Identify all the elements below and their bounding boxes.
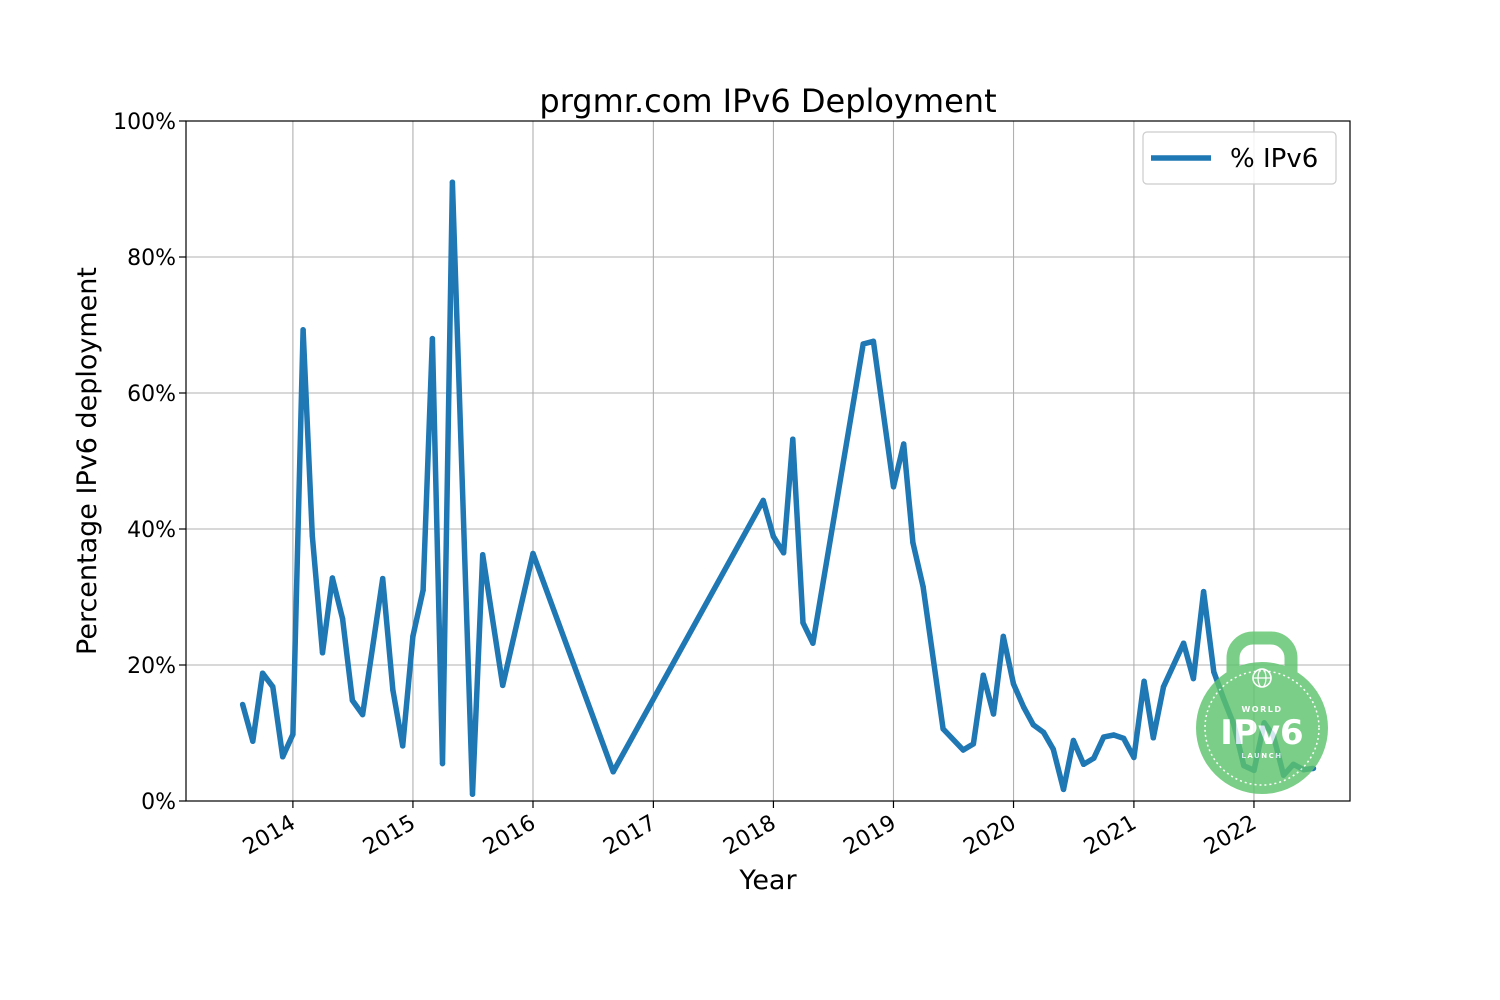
- data-point: [1021, 704, 1027, 710]
- data-point: [1040, 729, 1047, 735]
- data-point: [250, 738, 256, 744]
- data-point: [429, 335, 436, 342]
- data-point: [1190, 675, 1197, 682]
- data-point: [1180, 640, 1187, 646]
- data-point: [420, 587, 426, 593]
- y-tick-label: 40%: [127, 518, 176, 543]
- legend: % IPv6: [1142, 131, 1337, 185]
- data-point: [1150, 735, 1157, 741]
- data-point: [860, 341, 866, 347]
- y-tick-label: 20%: [127, 654, 176, 679]
- logo-top-text: WORLD: [1241, 705, 1282, 714]
- data-point: [1070, 737, 1077, 744]
- data-point: [1211, 669, 1217, 675]
- x-tick-label: 2016: [479, 811, 540, 861]
- logo-main-text: IPv6: [1220, 713, 1303, 753]
- logo-bottom-text: LAUNCH: [1241, 752, 1282, 760]
- data-point: [1050, 746, 1057, 752]
- x-tick-label: 2020: [960, 811, 1021, 861]
- data-point: [469, 791, 476, 797]
- data-point: [300, 327, 306, 333]
- legend-box: [1142, 131, 1337, 185]
- data-point: [1141, 678, 1147, 684]
- data-point: [1121, 735, 1127, 742]
- data-point: [370, 643, 376, 649]
- data-point: [610, 769, 616, 775]
- data-point: [290, 731, 296, 738]
- chart-title: prgmr.com IPv6 Deployment: [539, 82, 996, 120]
- y-tick-label: 0%: [141, 790, 176, 815]
- data-point: [1010, 681, 1017, 687]
- data-point: [1060, 786, 1067, 793]
- x-tick-label: 2014: [239, 811, 300, 861]
- grid-lines: [186, 120, 1350, 802]
- data-point: [339, 616, 346, 622]
- data-point: [1080, 761, 1087, 767]
- data-point: [480, 552, 486, 558]
- data-point: [910, 539, 916, 546]
- data-point: [980, 672, 986, 678]
- data-point: [309, 533, 315, 539]
- data-point: [259, 670, 266, 676]
- data-point: [800, 620, 806, 626]
- data-point: [439, 760, 446, 767]
- data-point: [329, 575, 336, 581]
- data-point: [1200, 588, 1207, 595]
- data-point: [1091, 755, 1097, 761]
- data-point: [970, 741, 977, 747]
- data-point: [940, 726, 946, 732]
- y-tick-label: 100%: [113, 110, 176, 135]
- data-point: [359, 711, 366, 718]
- globe-meridian: [1257, 668, 1267, 688]
- x-tick-label: 2015: [359, 811, 420, 861]
- x-tick-label: 2021: [1080, 811, 1141, 861]
- data-point: [390, 687, 396, 693]
- data-point: [890, 484, 897, 490]
- data-point: [449, 179, 456, 185]
- data-point: [760, 497, 766, 504]
- logo-inner-ring: [1204, 670, 1320, 786]
- data-point: [500, 682, 506, 689]
- data-point: [920, 584, 926, 590]
- data-point: [400, 743, 406, 749]
- data-point: [410, 633, 416, 640]
- data-point: [810, 640, 816, 646]
- data-point: [1100, 734, 1107, 740]
- data-point: [530, 550, 536, 557]
- data-point: [901, 441, 907, 447]
- data-point: [319, 650, 326, 656]
- series-layer: [239, 179, 1317, 797]
- data-point: [1030, 722, 1037, 728]
- data-point: [790, 436, 796, 442]
- y-tick-label: 60%: [127, 382, 176, 407]
- data-point: [380, 575, 386, 582]
- y-tick-label: 80%: [127, 246, 176, 271]
- x-tick-label: 2019: [839, 811, 900, 861]
- data-point: [870, 338, 877, 344]
- data-point: [990, 711, 997, 717]
- x-tick-label: 2022: [1200, 811, 1261, 861]
- x-tick-label: 2018: [719, 811, 780, 861]
- data-point: [349, 697, 356, 704]
- data-point: [770, 533, 777, 540]
- data-point: [960, 747, 966, 753]
- plot-area-border: [185, 120, 1351, 802]
- x-axis-label: Year: [738, 865, 797, 896]
- data-point: [1131, 754, 1137, 761]
- data-point: [280, 754, 286, 760]
- y-axis-label: Percentage IPv6 deployment: [72, 267, 103, 655]
- series-line-ipv6: [239, 179, 1314, 797]
- logo-badge: [1196, 662, 1328, 794]
- data-point: [239, 701, 246, 708]
- legend-entry-ipv6: % IPv6: [1230, 144, 1318, 174]
- data-point: [780, 550, 787, 556]
- data-point: [1111, 732, 1117, 738]
- x-tick-label: 2017: [599, 811, 660, 861]
- data-point: [1000, 633, 1006, 640]
- data-point: [1160, 684, 1167, 690]
- data-point: [270, 684, 276, 690]
